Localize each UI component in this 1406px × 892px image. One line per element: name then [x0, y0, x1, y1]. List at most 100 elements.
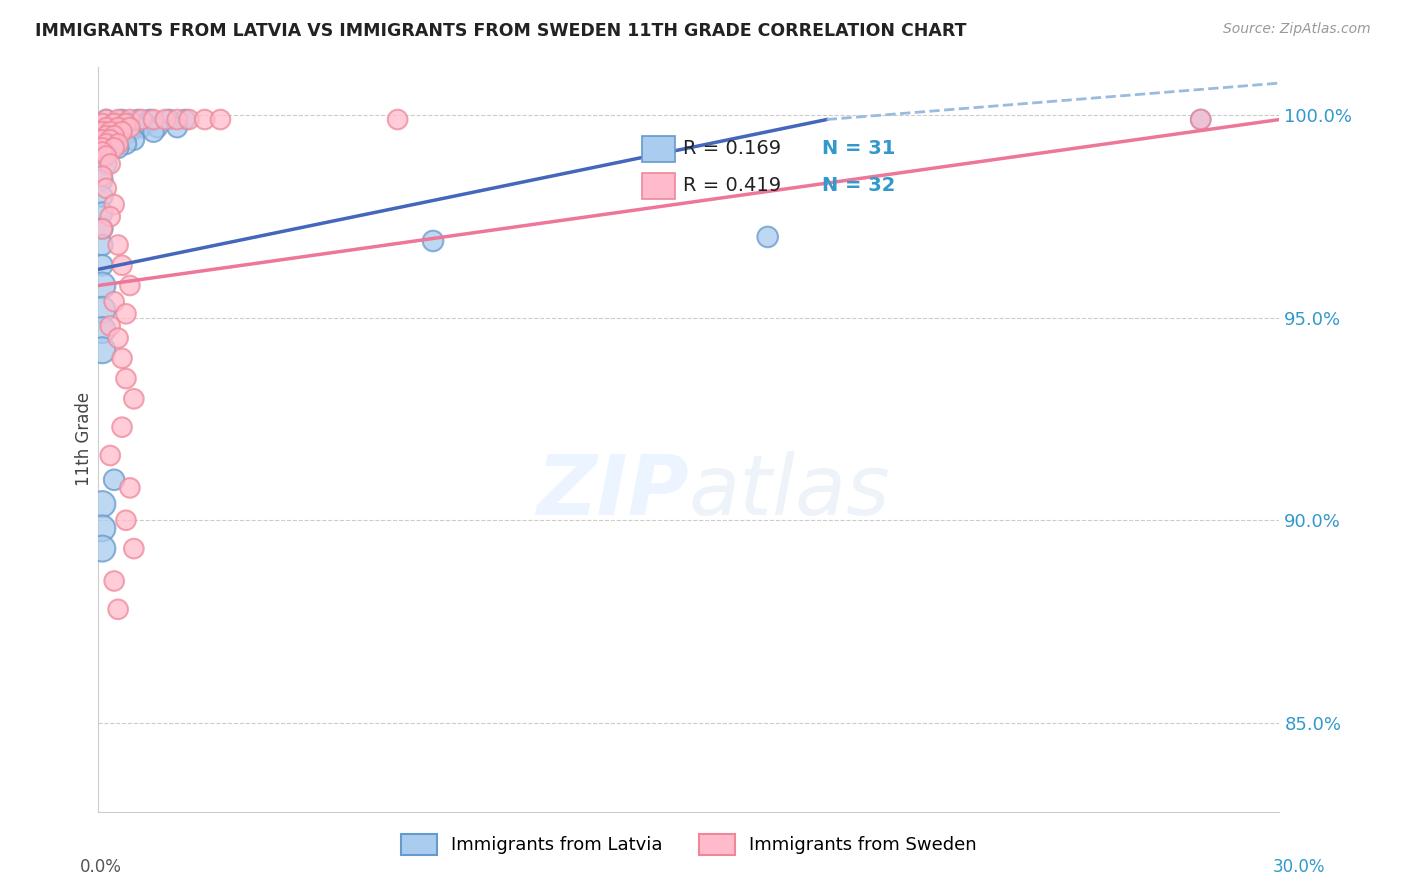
Point [96, 149, 118, 163]
Point [91, 117, 114, 131]
Point [91, 169, 114, 184]
Point [118, 278, 141, 293]
Point [111, 258, 134, 272]
Text: R = 0.419: R = 0.419 [683, 176, 782, 194]
Point [91, 343, 114, 358]
Point [118, 112, 141, 127]
Point [91, 133, 114, 147]
Point [131, 112, 153, 127]
Point [107, 136, 129, 151]
Point [107, 112, 129, 127]
Text: ZIP: ZIP [536, 451, 689, 532]
Point [98, 136, 121, 151]
Point [96, 133, 118, 147]
Point [103, 197, 125, 211]
Point [91, 278, 114, 293]
Point [107, 120, 129, 135]
Point [107, 238, 129, 252]
Point [118, 481, 141, 495]
Point [194, 112, 217, 127]
Point [91, 258, 114, 272]
Point [155, 112, 177, 127]
Point [131, 120, 153, 135]
Point [98, 449, 121, 463]
Point [142, 125, 165, 139]
Point [115, 120, 138, 135]
Point [96, 181, 118, 195]
Text: 30.0%: 30.0% [1272, 858, 1326, 876]
Point [122, 117, 145, 131]
Point [157, 112, 180, 127]
Point [96, 120, 118, 135]
Point [91, 541, 114, 556]
Point [111, 128, 134, 143]
Point [115, 136, 138, 151]
Point [91, 205, 114, 219]
Point [91, 497, 114, 511]
Point [91, 141, 114, 155]
Point [91, 521, 114, 535]
Point [122, 133, 145, 147]
Point [1189, 112, 1212, 127]
Point [91, 222, 114, 236]
Point [111, 420, 134, 434]
Point [107, 602, 129, 616]
Point [91, 128, 114, 143]
Point [122, 392, 145, 406]
Point [115, 371, 138, 385]
Point [91, 222, 114, 236]
Point [118, 120, 141, 135]
Text: IMMIGRANTS FROM LATVIA VS IMMIGRANTS FROM SWEDEN 11TH GRADE CORRELATION CHART: IMMIGRANTS FROM LATVIA VS IMMIGRANTS FRO… [35, 22, 967, 40]
Point [98, 318, 121, 333]
Point [177, 112, 200, 127]
Point [756, 230, 779, 244]
Text: N = 32: N = 32 [821, 176, 896, 194]
Point [103, 141, 125, 155]
Point [142, 112, 165, 127]
Point [166, 120, 188, 135]
Point [98, 120, 121, 135]
Point [107, 141, 129, 155]
Point [91, 323, 114, 337]
FancyBboxPatch shape [643, 173, 675, 199]
Point [91, 189, 114, 203]
Point [96, 145, 118, 159]
Point [1189, 112, 1212, 127]
Point [96, 112, 118, 127]
Point [166, 112, 188, 127]
Point [174, 112, 197, 127]
Point [98, 210, 121, 224]
Point [91, 302, 114, 317]
Point [96, 157, 118, 171]
Point [422, 234, 444, 248]
Point [103, 125, 125, 139]
Point [127, 112, 149, 127]
Point [91, 149, 114, 163]
Point [91, 238, 114, 252]
Point [98, 125, 121, 139]
Point [138, 112, 160, 127]
Point [91, 145, 114, 159]
Point [91, 173, 114, 187]
Point [209, 112, 232, 127]
Text: Source: ZipAtlas.com: Source: ZipAtlas.com [1223, 22, 1371, 37]
Y-axis label: 11th Grade: 11th Grade [75, 392, 93, 486]
Point [115, 117, 138, 131]
Point [135, 117, 157, 131]
Point [111, 351, 134, 366]
Point [146, 120, 169, 135]
Point [96, 112, 118, 127]
Point [111, 125, 134, 139]
Point [107, 331, 129, 345]
FancyBboxPatch shape [643, 136, 675, 161]
Point [98, 133, 121, 147]
Point [111, 112, 134, 127]
Point [91, 141, 114, 155]
Text: N = 31: N = 31 [821, 139, 896, 159]
Point [91, 125, 114, 139]
Text: R = 0.169: R = 0.169 [683, 139, 782, 159]
Point [115, 307, 138, 321]
Text: atlas: atlas [689, 451, 890, 532]
Point [103, 294, 125, 309]
Point [115, 513, 138, 527]
